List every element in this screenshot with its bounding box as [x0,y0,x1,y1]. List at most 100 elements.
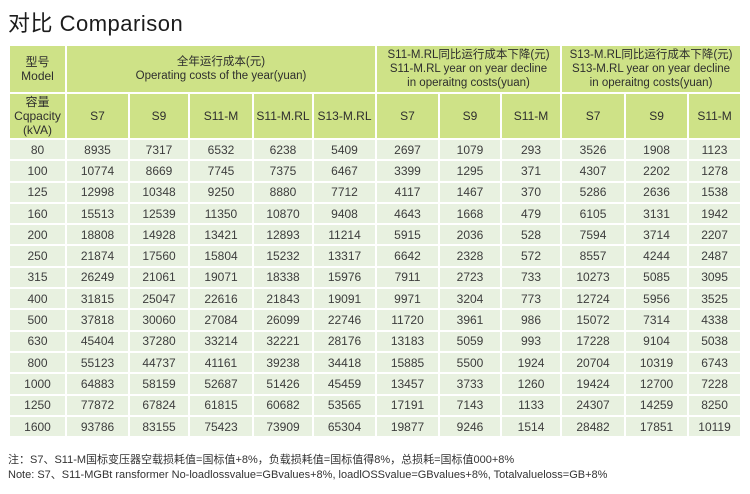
value-cell: 1123 [689,140,741,160]
value-cell: 2202 [626,161,688,181]
value-cell: 21843 [254,289,312,309]
value-cell: 7594 [562,225,625,245]
value-cell: 10119 [689,416,741,437]
value-cell: 8669 [130,161,188,181]
value-cell: 21061 [130,267,188,288]
value-cell: 41161 [190,352,252,373]
value-cell: 13457 [377,374,439,394]
value-cell: 7375 [254,161,312,181]
value-cell: 4338 [689,310,741,330]
header-row-groups: 型号 Model 全年运行成本(元) Operating costs of th… [10,46,741,92]
table-row: 200 18808 14928 13421 12893 11214 5915 2036 528 7… [10,225,741,245]
value-cell: 479 [502,203,561,224]
col-header: S9 [626,94,688,138]
table-body: 80 8935 7317 6532 6238 5409 2697 1079 293 3526 190… [10,140,741,437]
value-cell: 19877 [377,416,439,437]
page-title: 对比 Comparison [8,11,184,36]
value-cell: 55123 [67,352,128,373]
table-row: 1000 64883 58159 52687 51426 45459 13457 3733 12… [10,374,741,394]
capacity-cell: 125 [10,182,65,202]
value-cell: 24307 [562,395,625,415]
value-cell: 15885 [377,352,439,373]
value-cell: 51426 [254,374,312,394]
value-cell: 7712 [314,182,376,202]
value-cell: 6238 [254,140,312,160]
value-cell: 8880 [254,182,312,202]
value-cell: 11720 [377,310,439,330]
value-cell: 1278 [689,161,741,181]
value-cell: 1079 [440,140,501,160]
value-cell: 3525 [689,289,741,309]
footnote-en: Note: S7、S11-MGBt ransformer No-loadloss… [8,468,608,481]
col-header: S7 [377,94,439,138]
value-cell: 18808 [67,225,128,245]
value-cell: 3714 [626,225,688,245]
group-header-operating-costs: 全年运行成本(元) Operating costs of the year(yu… [67,46,376,92]
value-cell: 25047 [130,289,188,309]
value-cell: 1514 [502,416,561,437]
value-cell: 13317 [314,246,376,266]
value-cell: 1908 [626,140,688,160]
table-row: 1250 77872 67824 61815 60682 53565 17191 7143 11… [10,395,741,415]
value-cell: 12539 [130,203,188,224]
value-cell: 773 [502,289,561,309]
capacity-cell: 100 [10,161,65,181]
group-header-s11mrl-decline: S11-M.RL同比运行成本下降(元) S11-M.RL year on yea… [377,46,561,92]
value-cell: 14259 [626,395,688,415]
value-cell: 1538 [689,182,741,202]
value-cell: 52687 [190,374,252,394]
value-cell: 64883 [67,374,128,394]
value-cell: 1668 [440,203,501,224]
capacity-cell: 80 [10,140,65,160]
value-cell: 37818 [67,310,128,330]
value-cell: 4244 [626,246,688,266]
value-cell: 3204 [440,289,501,309]
value-cell: 21874 [67,246,128,266]
value-cell: 15804 [190,246,252,266]
col-header: S11-M [502,94,561,138]
value-cell: 20704 [562,352,625,373]
col-header: S11-M [190,94,252,138]
footnotes: 注：S7、S11-M国标变压器空载损耗值=国标值+8%，负载损耗值=国标值得8%… [8,454,746,482]
value-cell: 6642 [377,246,439,266]
value-cell: 17851 [626,416,688,437]
value-cell: 28482 [562,416,625,437]
value-cell: 5085 [626,267,688,288]
value-cell: 44737 [130,352,188,373]
value-cell: 58159 [130,374,188,394]
value-cell: 15513 [67,203,128,224]
comparison-table: 型号 Model 全年运行成本(元) Operating costs of th… [8,44,743,439]
value-cell: 1260 [502,374,561,394]
value-cell: 10870 [254,203,312,224]
value-cell: 33214 [190,331,252,351]
value-cell: 9971 [377,289,439,309]
value-cell: 8935 [67,140,128,160]
value-cell: 14928 [130,225,188,245]
value-cell: 9246 [440,416,501,437]
value-cell: 371 [502,161,561,181]
capacity-cell: 200 [10,225,65,245]
value-cell: 1133 [502,395,561,415]
value-cell: 5500 [440,352,501,373]
value-cell: 572 [502,246,561,266]
value-cell: 5915 [377,225,439,245]
value-cell: 5409 [314,140,376,160]
value-cell: 13421 [190,225,252,245]
value-cell: 293 [502,140,561,160]
value-cell: 733 [502,267,561,288]
value-cell: 3526 [562,140,625,160]
value-cell: 53565 [314,395,376,415]
value-cell: 28176 [314,331,376,351]
value-cell: 83155 [130,416,188,437]
table-row: 400 31815 25047 22616 21843 19091 9971 3204 773 1… [10,289,741,309]
table-row: 315 26249 21061 19071 18338 15976 7911 2723 733 1… [10,267,741,288]
value-cell: 370 [502,182,561,202]
table-row: 250 21874 17560 15804 15232 13317 6642 2328 572 8… [10,246,741,266]
value-cell: 2636 [626,182,688,202]
value-cell: 4307 [562,161,625,181]
capacity-cell: 250 [10,246,65,266]
col-header: S7 [67,94,128,138]
col-header: S7 [562,94,625,138]
value-cell: 67824 [130,395,188,415]
value-cell: 1467 [440,182,501,202]
